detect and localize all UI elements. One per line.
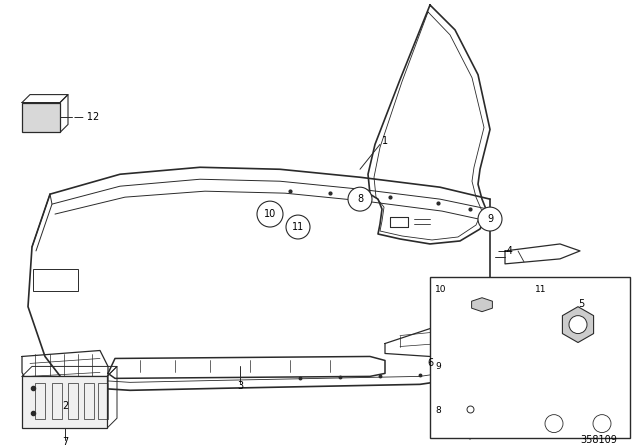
Text: —4: —4 (498, 246, 514, 256)
Text: 11: 11 (292, 222, 304, 232)
Bar (430, 277, 630, 438)
Circle shape (286, 215, 310, 239)
Circle shape (545, 415, 563, 433)
Circle shape (478, 207, 502, 231)
Circle shape (593, 415, 611, 433)
Bar (52, 383, 62, 419)
Bar (22, 103, 60, 133)
Circle shape (348, 187, 372, 211)
Bar (84, 383, 94, 419)
Bar (22, 376, 107, 428)
Bar (98, 383, 108, 419)
Bar (35, 383, 45, 419)
Text: 10: 10 (264, 209, 276, 219)
Text: 6: 6 (427, 358, 433, 368)
Text: 5: 5 (578, 299, 584, 309)
Text: 8: 8 (357, 194, 363, 204)
Text: 3: 3 (237, 381, 243, 392)
Polygon shape (563, 307, 593, 343)
Text: 2: 2 (62, 401, 68, 411)
Bar (68, 383, 78, 419)
Text: 9: 9 (487, 214, 493, 224)
Text: — 12: — 12 (74, 112, 99, 122)
Bar (33, 269, 78, 291)
Polygon shape (472, 298, 492, 312)
Text: 10: 10 (435, 285, 447, 294)
Text: 358109: 358109 (580, 435, 617, 445)
Circle shape (257, 201, 283, 227)
Circle shape (569, 316, 587, 334)
Text: 7: 7 (62, 437, 68, 447)
Text: 8: 8 (435, 405, 441, 414)
Text: 9: 9 (435, 362, 441, 371)
Text: 11: 11 (535, 285, 547, 294)
Text: 1: 1 (382, 136, 388, 146)
